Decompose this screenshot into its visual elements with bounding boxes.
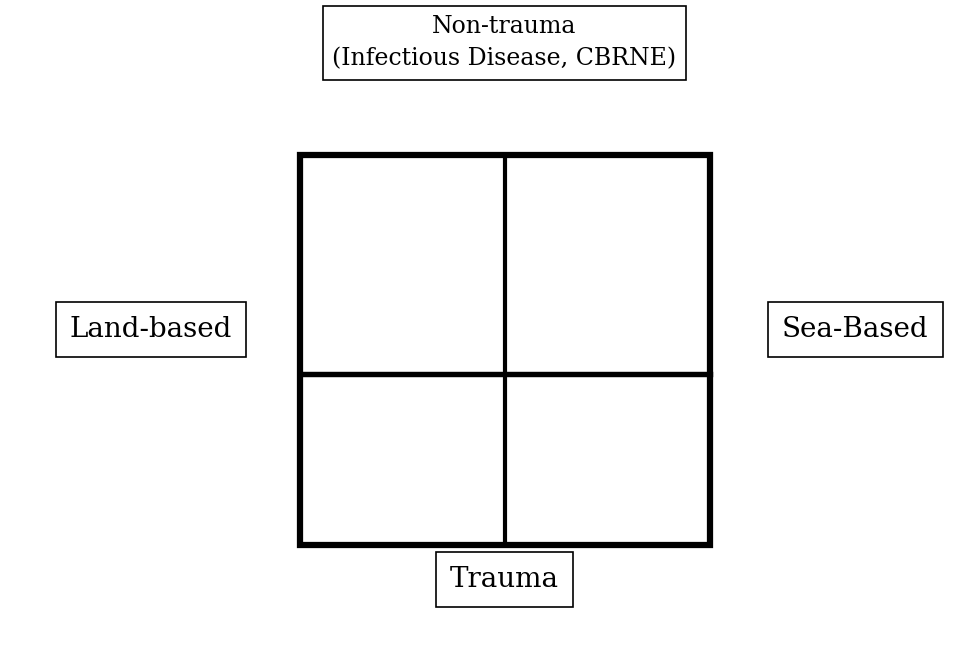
Text: Sea-Based: Sea-Based [782,316,928,343]
Text: Land-based: Land-based [69,316,232,343]
Bar [300,155,710,545]
Text: Trauma: Trauma [450,566,559,593]
Text: Non-trauma
(Infectious Disease, CBRNE): Non-trauma (Infectious Disease, CBRNE) [332,15,677,70]
